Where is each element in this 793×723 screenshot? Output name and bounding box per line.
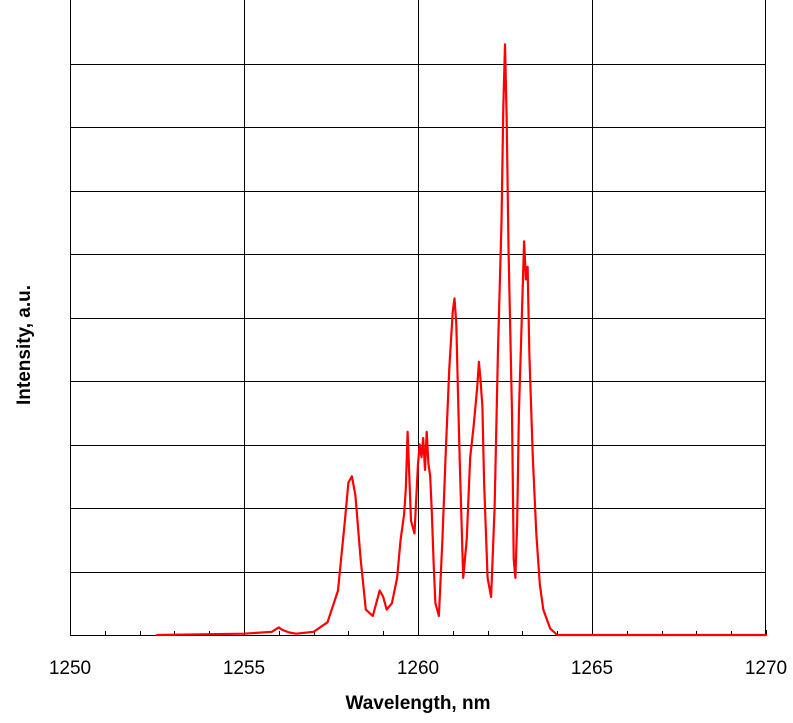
series-line [155, 43, 768, 637]
y-axis-label: Intensity, a.u. [14, 285, 35, 405]
x-tick-label: 1270 [745, 658, 787, 679]
x-axis-label: Wavelength, nm [346, 693, 491, 714]
grid-layer [70, 0, 766, 636]
tick-labels-layer: 1250 1255 1260 1265 1270 [49, 658, 787, 679]
x-tick-label: 1260 [397, 658, 439, 679]
x-tick-label: 1250 [49, 658, 91, 679]
x-tick-label: 1265 [571, 658, 613, 679]
series-layer [155, 43, 768, 637]
x-tick-label: 1255 [223, 658, 265, 679]
